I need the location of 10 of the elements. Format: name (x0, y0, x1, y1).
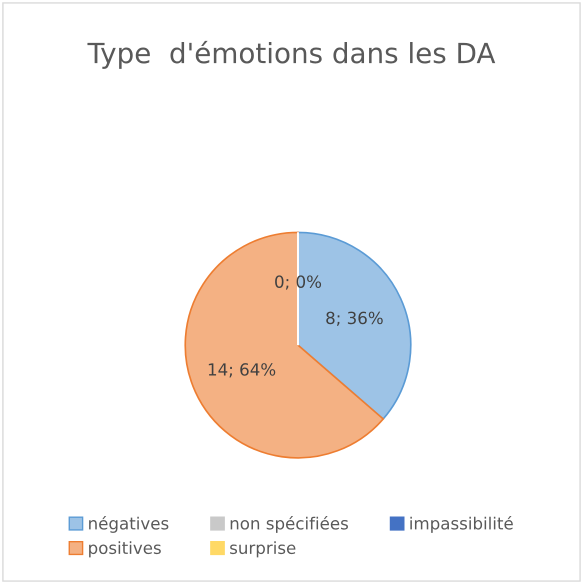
data-label: 14; 64% (208, 363, 276, 378)
legend-label: non spécifiées (230, 516, 348, 533)
legend-label: négatives (89, 516, 168, 533)
pie-slice (297, 232, 412, 420)
chart-title: Type d'émotions dans les DA (87, 40, 496, 69)
data-label: 8; 36% (326, 312, 383, 326)
legend-label: impassibilité (410, 516, 513, 533)
pie-slice (184, 232, 384, 459)
legend-label: positives (89, 541, 161, 558)
legend-label: surprise (230, 541, 296, 558)
